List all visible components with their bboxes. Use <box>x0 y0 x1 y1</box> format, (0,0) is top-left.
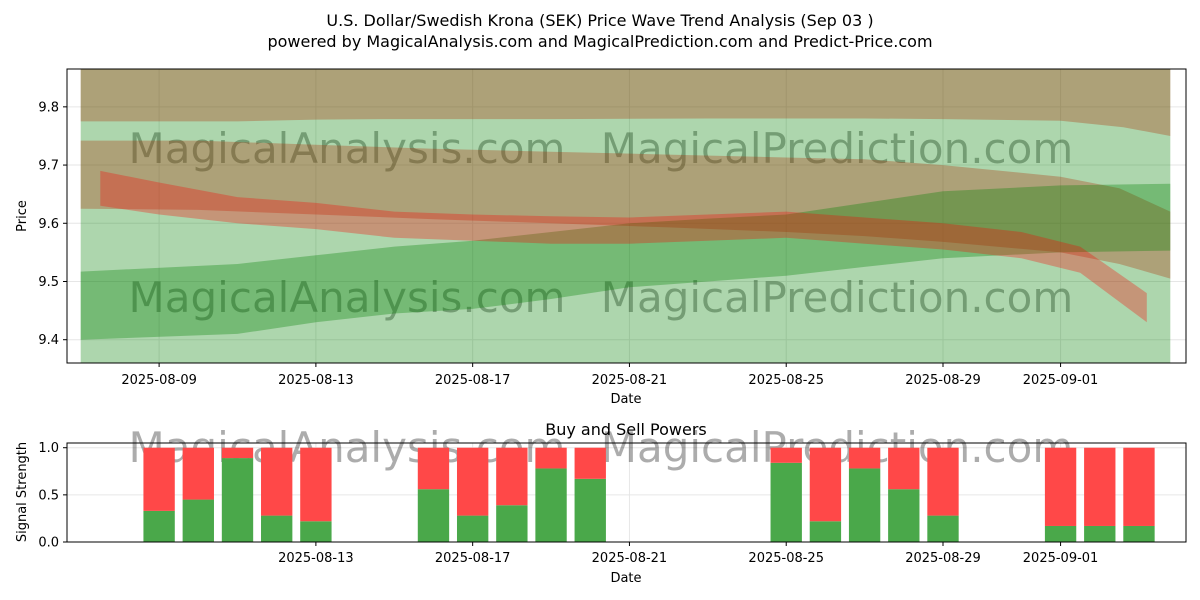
price-band-red-1 <box>80 140 1171 279</box>
figure-title-line1: U.S. Dollar/Swedish Krona (SEK) Price Wa… <box>326 11 873 30</box>
buy-bar <box>1084 525 1116 542</box>
buy-bar <box>143 510 175 542</box>
buy-bar <box>535 468 567 542</box>
price-y-ticks: 9.4 9.5 9.6 9.7 9.8 <box>38 100 67 348</box>
signal-y-tick-label: 1.0 <box>38 441 59 456</box>
signal-y-tick-label: 0.5 <box>38 488 59 503</box>
sell-bar <box>927 447 959 516</box>
price-y-tick-label: 9.4 <box>38 333 59 348</box>
buy-bar <box>888 489 920 542</box>
sell-bar <box>888 447 920 490</box>
signal-y-tick-label: 0.0 <box>38 536 59 551</box>
signal-chart-plot-area <box>67 443 1186 542</box>
sell-bar <box>809 447 842 522</box>
price-y-tick-label: 9.8 <box>38 100 59 115</box>
buy-bar <box>770 462 802 542</box>
buy-bar <box>456 515 489 542</box>
price-x-tick-label: 2025-08-29 <box>905 373 981 388</box>
price-band-red-0 <box>80 69 1171 136</box>
sell-bar <box>261 447 293 516</box>
price-x-tick-label: 2025-08-21 <box>592 373 668 388</box>
price-x-tick-label: 2025-09-01 <box>1023 373 1099 388</box>
watermark-analysis: MagicalAnalysis.com <box>129 124 566 173</box>
sell-bar <box>143 447 175 511</box>
price-x-axis-label: Date <box>610 392 641 407</box>
signal-x-tick-label: 2025-08-13 <box>278 551 354 566</box>
price-band-red-4 <box>100 170 1147 323</box>
watermark-analysis-lower: MagicalAnalysis.com <box>129 273 566 322</box>
sell-bar <box>535 447 567 469</box>
price-chart-frame <box>66 68 1187 364</box>
sell-bar <box>300 447 332 522</box>
price-chart-watermarks: MagicalAnalysis.com MagicalPrediction.co… <box>129 124 1074 322</box>
sell-bar <box>1123 447 1155 526</box>
price-x-tick-label: 2025-08-17 <box>435 373 511 388</box>
sell-bar <box>770 447 802 463</box>
signal-x-tick-label: 2025-08-17 <box>435 551 511 566</box>
signal-x-tick-label: 2025-09-01 <box>1023 551 1099 566</box>
price-chart-plot-area <box>67 69 1186 363</box>
sell-bar <box>221 447 254 459</box>
sell-bar <box>496 447 528 506</box>
buy-bar <box>848 468 881 542</box>
price-bands <box>80 69 1171 363</box>
buy-bar <box>182 499 214 542</box>
price-x-tick-label: 2025-08-25 <box>748 373 824 388</box>
price-band-green-3 <box>80 69 1171 340</box>
buy-bar <box>261 515 293 542</box>
buy-bar <box>927 515 959 542</box>
figure-title-line2: powered by MagicalAnalysis.com and Magic… <box>267 32 932 51</box>
buy-bar <box>300 521 332 542</box>
price-band-green-2 <box>80 183 1171 363</box>
sell-bar <box>456 447 489 516</box>
signal-x-axis-label: Date <box>610 571 641 586</box>
buy-bar <box>221 458 254 542</box>
signal-chart-title: Buy and Sell Powers <box>545 420 707 439</box>
signal-x-tick-label: 2025-08-21 <box>592 551 668 566</box>
sell-bar <box>182 447 214 500</box>
price-x-tick-label: 2025-08-09 <box>121 373 197 388</box>
price-y-tick-label: 9.5 <box>38 275 59 290</box>
price-chart: MagicalAnalysis.com MagicalPrediction.co… <box>15 68 1187 407</box>
buy-bar <box>809 521 842 542</box>
buy-bar <box>417 489 450 542</box>
sell-bar <box>417 447 450 490</box>
signal-x-ticks: 2025-08-13 2025-08-17 2025-08-21 2025-08-25… <box>278 542 1098 566</box>
signal-chart: Buy and Sell Powers MagicalAnalysis.com … <box>15 420 1187 586</box>
watermark-prediction: MagicalPrediction.com <box>601 124 1074 173</box>
signal-x-tick-label: 2025-08-25 <box>748 551 824 566</box>
price-y-axis-label: Price <box>15 200 30 232</box>
signal-y-axis-label: Signal Strength <box>15 442 30 542</box>
signal-bars <box>143 447 1155 542</box>
price-x-ticks: 2025-08-09 2025-08-13 2025-08-17 2025-08-21… <box>121 363 1098 388</box>
watermark-prediction-lower: MagicalPrediction.com <box>601 273 1074 322</box>
buy-bar <box>1123 525 1155 542</box>
signal-chart-frame <box>66 442 1187 543</box>
sell-bar <box>1084 447 1116 526</box>
sell-bar <box>574 447 606 479</box>
price-y-tick-label: 9.7 <box>38 159 59 174</box>
sell-bar <box>1044 447 1077 526</box>
signal-y-ticks: 0.0 0.5 1.0 <box>38 441 67 551</box>
buy-bar <box>574 478 606 542</box>
buy-bar <box>1044 525 1077 542</box>
signal-x-tick-label: 2025-08-29 <box>905 551 981 566</box>
buy-bar <box>496 505 528 542</box>
price-x-tick-label: 2025-08-13 <box>278 373 354 388</box>
price-y-tick-label: 9.6 <box>38 217 59 232</box>
sell-bar <box>848 447 881 469</box>
price-chart-grid <box>67 69 1186 363</box>
